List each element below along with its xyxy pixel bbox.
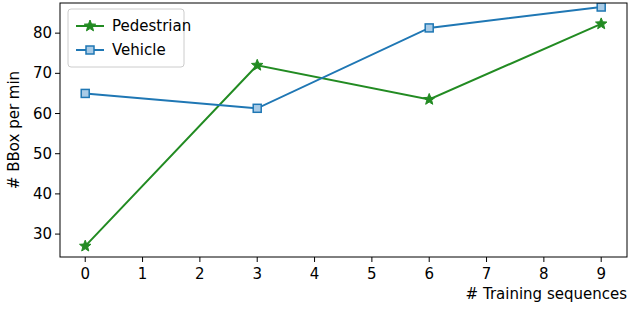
legend-label: Pedestrian: [112, 17, 191, 35]
legend: Pedestrian Vehicle: [68, 9, 191, 67]
legend-label: Vehicle: [112, 41, 166, 59]
x-axis-label: # Training sequences: [466, 285, 628, 303]
y-axis-label: # BBox per min: [5, 71, 23, 189]
x-tick-label: 3: [252, 265, 262, 283]
x-tick: [543, 257, 544, 262]
y-tick: [55, 73, 60, 74]
plot-frame: [60, 3, 627, 257]
data-point: [80, 240, 91, 251]
x-tick: [142, 257, 143, 262]
x-tick: [486, 257, 487, 262]
y-tick-label: 80: [33, 24, 52, 42]
data-point: [595, 18, 606, 29]
x-tick-label: 1: [138, 265, 148, 283]
y-tick: [55, 234, 60, 235]
data-point: [424, 93, 435, 104]
legend-marker: [86, 46, 94, 54]
y-tick: [55, 193, 60, 194]
x-tick-label: 0: [80, 265, 90, 283]
plot-area: [80, 3, 607, 251]
x-tick: [601, 257, 602, 262]
y-tick: [55, 113, 60, 114]
chart-container: 0 1 2 3 4 5 6 7 8 9 30 40 50 60 70 80 # Training sequenc…: [0, 0, 640, 322]
x-tick-label: 9: [596, 265, 606, 283]
y-tick-label: 30: [33, 225, 52, 243]
x-tick-label: 7: [482, 265, 492, 283]
x-tick-label: 6: [424, 265, 434, 283]
x-tick-label: 8: [539, 265, 549, 283]
y-tick-label: 50: [33, 145, 52, 163]
data-point: [597, 3, 605, 11]
y-tick: [55, 153, 60, 154]
x-tick-label: 4: [310, 265, 320, 283]
chart-svg: 0 1 2 3 4 5 6 7 8 9 30 40 50 60 70 80 # Training sequenc…: [0, 0, 640, 322]
series-line: [85, 24, 601, 246]
x-tick: [371, 257, 372, 262]
x-tick: [429, 257, 430, 262]
y-tick-label: 40: [33, 185, 52, 203]
x-tick: [314, 257, 315, 262]
x-tick: [257, 257, 258, 262]
data-point: [81, 89, 89, 97]
y-tick: [55, 33, 60, 34]
data-point: [253, 104, 261, 112]
series-line: [85, 7, 601, 108]
y-tick-label: 60: [33, 105, 52, 123]
y-tick-label: 70: [33, 64, 52, 82]
data-point: [252, 59, 263, 70]
legend-marker: [84, 20, 95, 31]
x-tick-label: 2: [195, 265, 205, 283]
data-point: [425, 24, 433, 32]
x-tick-label: 5: [367, 265, 377, 283]
x-tick: [199, 257, 200, 262]
x-tick: [85, 257, 86, 262]
